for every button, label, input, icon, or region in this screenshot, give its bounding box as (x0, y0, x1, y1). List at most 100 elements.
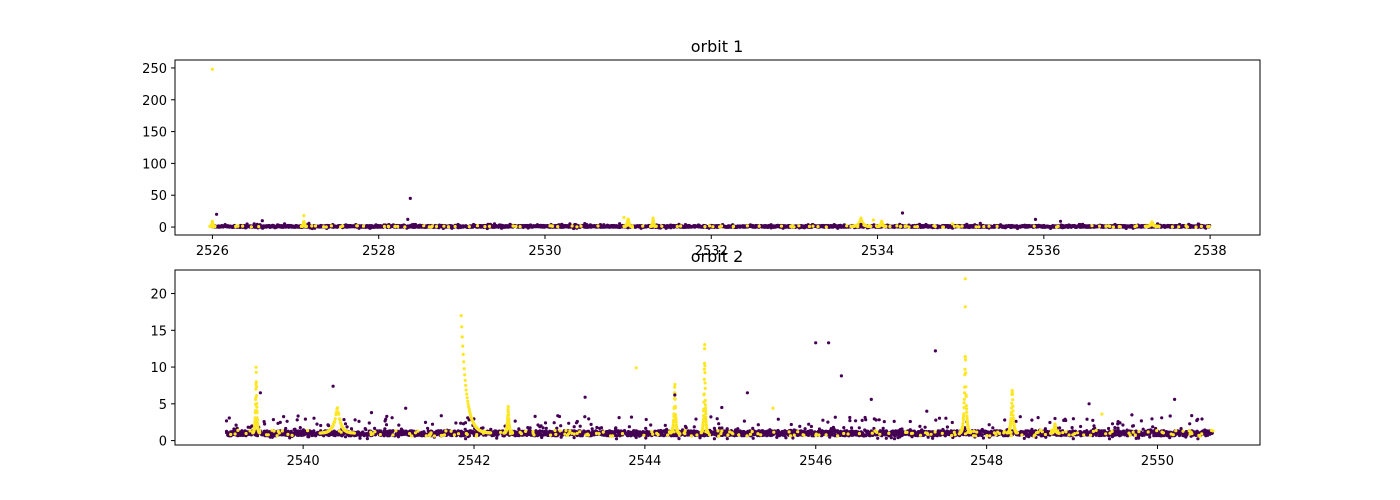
data-point (807, 224, 812, 229)
data-point (252, 222, 256, 226)
data-point (859, 216, 863, 220)
y-tick-label: 200 (142, 94, 167, 109)
y-tick-label: 250 (142, 62, 167, 77)
data-point (745, 224, 750, 228)
data-point (641, 224, 645, 228)
data-point (660, 224, 664, 228)
data-point (255, 434, 260, 438)
data-point (358, 436, 362, 440)
data-point (1196, 222, 1200, 226)
data-point (324, 225, 328, 229)
data-point (355, 224, 359, 228)
data-point (590, 427, 594, 431)
data-point (907, 225, 911, 229)
data-point (393, 224, 397, 228)
data-point (313, 224, 318, 228)
y-tick-label: 150 (142, 126, 167, 141)
data-point (408, 196, 412, 200)
data-point (1150, 220, 1154, 224)
data-point (824, 225, 828, 229)
data-point (1207, 224, 1211, 228)
data-point (880, 219, 884, 223)
data-point (387, 434, 391, 438)
data-point (536, 433, 540, 437)
data-point (446, 225, 451, 229)
data-point (1187, 222, 1191, 226)
data-point (895, 224, 899, 228)
data-point (277, 223, 281, 227)
data-point (708, 224, 712, 228)
data-point (575, 225, 579, 229)
data-point (712, 437, 717, 441)
data-point (511, 224, 515, 228)
data-point (917, 222, 922, 226)
data-point (791, 436, 795, 440)
data-point (933, 224, 937, 229)
data-point (876, 436, 880, 440)
data-point (514, 224, 518, 229)
data-point (1156, 222, 1160, 226)
data-point (871, 218, 876, 222)
data-point (502, 434, 506, 438)
data-point (215, 212, 219, 216)
data-point (644, 436, 648, 440)
data-point (413, 222, 418, 227)
data-point (889, 436, 893, 440)
flare-point (630, 224, 634, 228)
data-point (810, 429, 814, 433)
data-point (383, 427, 387, 431)
data-point (898, 225, 903, 229)
data-point (974, 225, 978, 229)
data-point (797, 224, 801, 228)
data-point (210, 219, 214, 223)
data-point (544, 426, 548, 430)
data-point (599, 426, 604, 430)
data-point (550, 224, 555, 228)
data-point (1090, 224, 1094, 228)
data-point (257, 225, 261, 229)
data-point (779, 224, 784, 228)
data-point (857, 426, 861, 430)
data-point (1033, 217, 1038, 221)
data-point (255, 222, 259, 226)
flare-point (213, 224, 217, 228)
x-tick-label: 2534 (861, 244, 894, 259)
data-point (714, 224, 719, 228)
data-point (651, 216, 655, 220)
flare-point (304, 224, 308, 228)
data-point (492, 222, 497, 226)
data-point (495, 436, 499, 440)
data-point (386, 224, 390, 228)
data-point (288, 436, 292, 440)
data-point (1055, 225, 1059, 229)
data-point (1199, 224, 1203, 228)
data-point (960, 224, 964, 228)
data-point (322, 225, 326, 229)
data-point (725, 427, 729, 431)
data-point (859, 222, 863, 227)
data-point (572, 436, 576, 440)
data-point (596, 224, 600, 228)
data-point (1108, 224, 1112, 228)
data-point (634, 435, 638, 440)
data-point (941, 225, 946, 229)
data-point (1032, 224, 1036, 228)
data-point (434, 224, 439, 229)
data-point (811, 224, 815, 228)
data-point (307, 221, 311, 225)
data-point (952, 224, 957, 228)
data-point (365, 437, 369, 441)
data-point (720, 426, 724, 430)
data-point (967, 224, 971, 228)
data-point (915, 225, 920, 229)
data-point (1078, 223, 1082, 227)
data-point (696, 223, 701, 227)
data-point (806, 433, 811, 437)
data-point (725, 437, 729, 441)
x-tick-label: 2526 (196, 244, 229, 259)
data-point (483, 225, 487, 229)
y-tick-label: 50 (150, 189, 167, 204)
orbit-1-x-axis: 2526 2528 2530 2532 2534 2536 2538 (196, 235, 1227, 259)
data-point (978, 221, 982, 225)
